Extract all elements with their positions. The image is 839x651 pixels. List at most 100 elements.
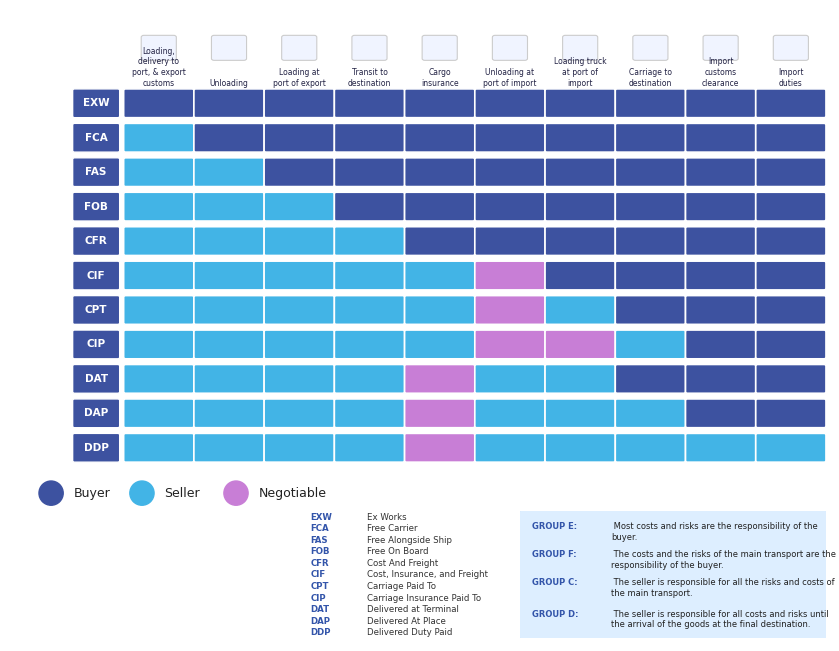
FancyBboxPatch shape	[615, 158, 685, 187]
FancyBboxPatch shape	[404, 296, 475, 324]
FancyBboxPatch shape	[615, 365, 685, 393]
FancyBboxPatch shape	[545, 261, 615, 290]
Text: Loading,
delivery to
port, & export
customs: Loading, delivery to port, & export cust…	[132, 47, 185, 88]
FancyBboxPatch shape	[404, 89, 475, 118]
Text: Loading truck
at port of
import: Loading truck at port of import	[554, 57, 607, 88]
Text: FOB: FOB	[84, 202, 108, 212]
FancyBboxPatch shape	[335, 330, 404, 359]
FancyBboxPatch shape	[685, 261, 756, 290]
Text: DAP: DAP	[310, 616, 331, 626]
Text: FAS: FAS	[86, 167, 107, 177]
FancyBboxPatch shape	[545, 89, 615, 118]
FancyBboxPatch shape	[404, 330, 475, 359]
FancyBboxPatch shape	[492, 35, 528, 61]
Text: DDP: DDP	[310, 628, 331, 637]
FancyBboxPatch shape	[123, 227, 194, 255]
FancyBboxPatch shape	[282, 35, 317, 61]
FancyBboxPatch shape	[335, 434, 404, 462]
FancyBboxPatch shape	[335, 158, 404, 187]
FancyBboxPatch shape	[404, 434, 475, 462]
FancyBboxPatch shape	[73, 434, 120, 462]
FancyBboxPatch shape	[352, 35, 387, 61]
FancyBboxPatch shape	[685, 365, 756, 393]
Circle shape	[130, 481, 154, 505]
Text: Unloading: Unloading	[210, 79, 248, 88]
Text: Carriage to
destination: Carriage to destination	[628, 68, 672, 88]
FancyBboxPatch shape	[545, 227, 615, 255]
FancyBboxPatch shape	[123, 192, 194, 221]
Text: FCA: FCA	[310, 524, 329, 533]
Text: Most costs and risks are the responsibility of the buyer.: Most costs and risks are the responsibil…	[611, 523, 817, 542]
FancyBboxPatch shape	[615, 434, 685, 462]
FancyBboxPatch shape	[517, 510, 830, 639]
Text: FAS: FAS	[310, 536, 328, 545]
FancyBboxPatch shape	[404, 399, 475, 428]
FancyBboxPatch shape	[194, 261, 264, 290]
Text: CIP: CIP	[86, 339, 106, 350]
FancyBboxPatch shape	[685, 227, 756, 255]
FancyBboxPatch shape	[194, 365, 264, 393]
Text: Import
customs
clearance: Import customs clearance	[702, 57, 739, 88]
Text: Cost, Insurance, and Freight: Cost, Insurance, and Freight	[367, 570, 488, 579]
Text: Unloading at
port of import: Unloading at port of import	[483, 68, 537, 88]
Text: Ex Works: Ex Works	[367, 513, 407, 521]
FancyBboxPatch shape	[756, 434, 826, 462]
FancyBboxPatch shape	[756, 227, 826, 255]
FancyBboxPatch shape	[335, 261, 404, 290]
FancyBboxPatch shape	[123, 89, 194, 118]
FancyBboxPatch shape	[123, 296, 194, 324]
FancyBboxPatch shape	[756, 296, 826, 324]
FancyBboxPatch shape	[475, 261, 545, 290]
FancyBboxPatch shape	[73, 330, 120, 359]
FancyBboxPatch shape	[563, 35, 597, 61]
FancyBboxPatch shape	[475, 227, 545, 255]
Text: CIP: CIP	[310, 594, 326, 603]
FancyBboxPatch shape	[123, 434, 194, 462]
Text: GROUP F:: GROUP F:	[533, 550, 577, 559]
FancyBboxPatch shape	[615, 330, 685, 359]
FancyBboxPatch shape	[73, 296, 120, 324]
FancyBboxPatch shape	[264, 227, 335, 255]
FancyBboxPatch shape	[633, 35, 668, 61]
Text: DAT: DAT	[310, 605, 330, 614]
FancyBboxPatch shape	[774, 35, 809, 61]
FancyBboxPatch shape	[123, 330, 194, 359]
FancyBboxPatch shape	[335, 399, 404, 428]
FancyBboxPatch shape	[335, 296, 404, 324]
FancyBboxPatch shape	[545, 365, 615, 393]
FancyBboxPatch shape	[335, 227, 404, 255]
FancyBboxPatch shape	[123, 399, 194, 428]
FancyBboxPatch shape	[756, 330, 826, 359]
FancyBboxPatch shape	[73, 89, 120, 118]
FancyBboxPatch shape	[545, 123, 615, 152]
FancyBboxPatch shape	[264, 399, 335, 428]
Text: Negotiable: Negotiable	[258, 487, 326, 499]
FancyBboxPatch shape	[475, 123, 545, 152]
Text: EXW: EXW	[310, 513, 332, 521]
FancyBboxPatch shape	[264, 434, 335, 462]
FancyBboxPatch shape	[73, 365, 120, 393]
FancyBboxPatch shape	[475, 330, 545, 359]
FancyBboxPatch shape	[123, 123, 194, 152]
FancyBboxPatch shape	[335, 365, 404, 393]
FancyBboxPatch shape	[756, 158, 826, 187]
FancyBboxPatch shape	[685, 434, 756, 462]
Circle shape	[39, 481, 63, 505]
FancyBboxPatch shape	[264, 158, 335, 187]
FancyBboxPatch shape	[615, 261, 685, 290]
Text: Import
duties: Import duties	[778, 68, 804, 88]
FancyBboxPatch shape	[194, 192, 264, 221]
FancyBboxPatch shape	[475, 89, 545, 118]
FancyBboxPatch shape	[475, 158, 545, 187]
Text: CPT: CPT	[85, 305, 107, 315]
FancyBboxPatch shape	[264, 261, 335, 290]
FancyBboxPatch shape	[404, 227, 475, 255]
FancyBboxPatch shape	[194, 227, 264, 255]
FancyBboxPatch shape	[685, 399, 756, 428]
FancyBboxPatch shape	[73, 158, 120, 187]
FancyBboxPatch shape	[685, 330, 756, 359]
FancyBboxPatch shape	[703, 35, 738, 61]
Text: CIF: CIF	[87, 271, 106, 281]
FancyBboxPatch shape	[615, 123, 685, 152]
FancyBboxPatch shape	[335, 89, 404, 118]
